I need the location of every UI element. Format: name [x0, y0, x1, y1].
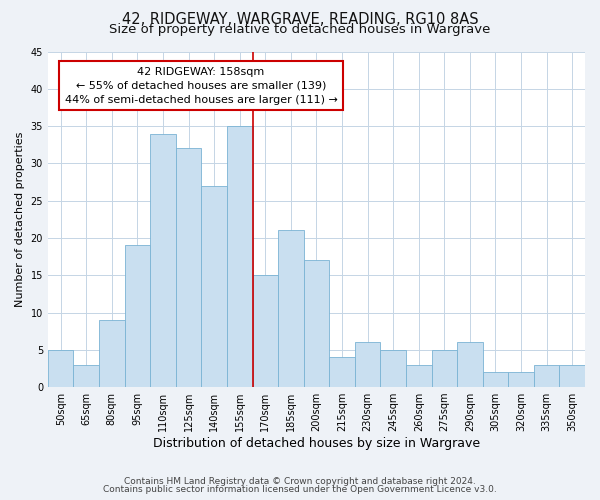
Bar [202, 186, 227, 387]
Bar [482, 372, 508, 387]
Bar [406, 364, 431, 387]
Text: Contains HM Land Registry data © Crown copyright and database right 2024.: Contains HM Land Registry data © Crown c… [124, 477, 476, 486]
Bar [253, 275, 278, 387]
Bar [329, 358, 355, 387]
Bar [304, 260, 329, 387]
Text: 42, RIDGEWAY, WARGRAVE, READING, RG10 8AS: 42, RIDGEWAY, WARGRAVE, READING, RG10 8A… [122, 12, 478, 28]
Bar [380, 350, 406, 387]
Text: Size of property relative to detached houses in Wargrave: Size of property relative to detached ho… [109, 24, 491, 36]
Bar [559, 364, 585, 387]
Bar [355, 342, 380, 387]
Bar [125, 246, 150, 387]
Text: 42 RIDGEWAY: 158sqm
← 55% of detached houses are smaller (139)
44% of semi-detac: 42 RIDGEWAY: 158sqm ← 55% of detached ho… [65, 66, 337, 104]
Bar [176, 148, 202, 387]
Bar [48, 350, 73, 387]
Bar [508, 372, 534, 387]
Bar [150, 134, 176, 387]
Bar [99, 320, 125, 387]
Bar [534, 364, 559, 387]
Bar [431, 350, 457, 387]
Text: Contains public sector information licensed under the Open Government Licence v3: Contains public sector information licen… [103, 485, 497, 494]
Y-axis label: Number of detached properties: Number of detached properties [15, 132, 25, 307]
Bar [457, 342, 482, 387]
Bar [73, 364, 99, 387]
Bar [278, 230, 304, 387]
Bar [227, 126, 253, 387]
X-axis label: Distribution of detached houses by size in Wargrave: Distribution of detached houses by size … [153, 437, 480, 450]
